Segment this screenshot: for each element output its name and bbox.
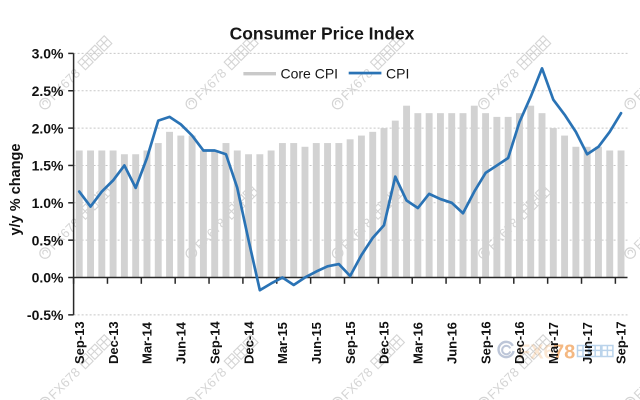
svg-text:0.0%: 0.0% [32,270,64,286]
svg-text:0.5%: 0.5% [32,232,64,248]
svg-text:Dec-15: Dec-15 [377,321,392,364]
svg-text:y/y % change: y/y % change [8,144,24,236]
svg-text:Sep-17: Sep-17 [614,321,629,364]
svg-text:Mar-14: Mar-14 [140,321,155,364]
svg-text:2.5%: 2.5% [32,83,64,99]
svg-text:Mar-16: Mar-16 [411,322,426,364]
svg-text:Jun-17: Jun-17 [580,322,595,364]
svg-text:-0.5%: -0.5% [27,307,64,323]
svg-text:Dec-13: Dec-13 [106,321,121,364]
svg-text:1.0%: 1.0% [32,195,64,211]
svg-text:Dec-14: Dec-14 [241,321,256,364]
svg-text:Jun-15: Jun-15 [309,322,324,364]
svg-text:Dec-16: Dec-16 [512,321,527,364]
svg-text:Sep-13: Sep-13 [72,321,87,364]
svg-text:78: 78 [553,342,575,364]
svg-text:Jun-14: Jun-14 [174,321,189,364]
svg-text:Core CPI: Core CPI [281,66,339,82]
svg-text:FX6: FX6 [518,342,555,364]
svg-text:Sep-14: Sep-14 [207,321,222,364]
svg-text:Consumer Price Index: Consumer Price Index [230,24,415,44]
svg-text:Mar-15: Mar-15 [275,322,290,364]
svg-text:1.5%: 1.5% [32,158,64,174]
svg-text:Sep-16: Sep-16 [478,321,493,364]
svg-text:CPI: CPI [386,66,409,82]
svg-text:Jun-16: Jun-16 [444,322,459,364]
svg-text:Mar-17: Mar-17 [546,322,561,364]
svg-text:Sep-15: Sep-15 [343,321,358,364]
svg-text:3.0%: 3.0% [32,46,64,62]
svg-text:2.0%: 2.0% [32,120,64,136]
